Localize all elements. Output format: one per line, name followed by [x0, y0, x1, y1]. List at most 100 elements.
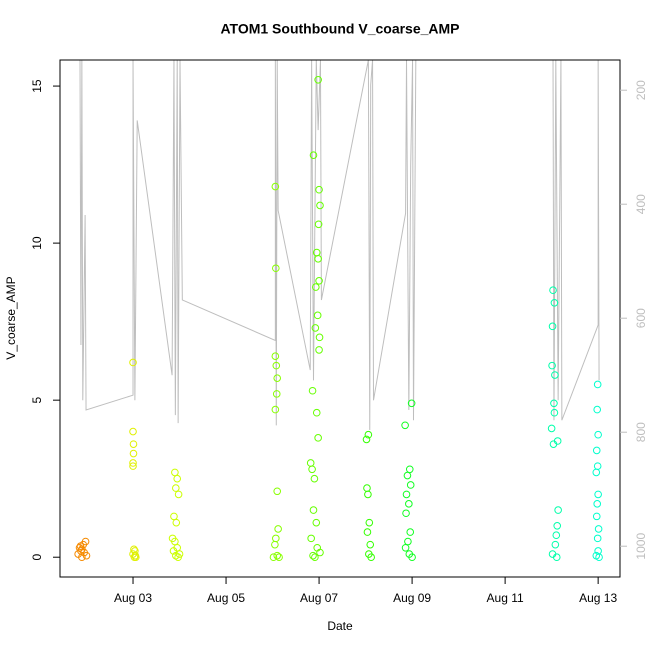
point: [271, 352, 280, 360]
point: [594, 525, 603, 533]
point: [174, 490, 183, 499]
point: [406, 528, 415, 536]
y-tick-label: 0: [30, 554, 44, 561]
point: [82, 551, 91, 560]
point: [311, 324, 320, 332]
point: [309, 151, 318, 159]
x-tick-label: Aug 09: [393, 591, 431, 605]
point: [174, 553, 182, 562]
point: [365, 518, 374, 527]
point: [81, 537, 90, 546]
point: [407, 399, 416, 408]
point: [548, 361, 556, 370]
point: [313, 311, 322, 320]
y2-tick-label: 800: [634, 422, 648, 442]
y2-tick-label: 400: [634, 194, 648, 214]
point: [78, 553, 86, 562]
point: [275, 553, 283, 562]
point: [273, 487, 282, 496]
point: [401, 421, 409, 430]
point: [173, 474, 182, 483]
point: [312, 283, 320, 291]
point: [592, 446, 601, 455]
point: [172, 551, 180, 560]
point: [129, 358, 137, 367]
point: [315, 277, 323, 285]
point: [554, 506, 562, 514]
point: [315, 333, 324, 342]
point: [405, 500, 413, 508]
point: [592, 468, 601, 477]
point: [314, 434, 322, 442]
y-tick-label: 10: [30, 236, 44, 250]
point: [274, 525, 282, 533]
point: [78, 545, 86, 554]
point: [594, 430, 602, 439]
y-tick-label: 5: [30, 397, 44, 404]
y2-tick-label: 1000: [634, 533, 648, 560]
x-tick-label: Aug 03: [114, 591, 152, 605]
point: [312, 518, 321, 527]
point: [363, 528, 372, 536]
point: [401, 543, 410, 552]
point: [272, 264, 280, 273]
y-tick-label: 15: [30, 79, 44, 93]
point: [312, 408, 321, 417]
point: [552, 553, 561, 562]
point: [314, 75, 322, 84]
point: [169, 547, 178, 555]
point: [272, 361, 281, 370]
point: [547, 424, 556, 433]
point: [316, 201, 324, 210]
point: [308, 465, 316, 474]
point: [595, 553, 603, 562]
point: [402, 509, 410, 518]
point: [364, 430, 373, 439]
point: [307, 534, 315, 543]
point: [592, 512, 601, 521]
point: [316, 548, 324, 557]
point: [552, 531, 561, 540]
point: [362, 435, 371, 444]
point: [593, 500, 602, 508]
x-tick-label: Aug 11: [487, 591, 524, 605]
x-axis-label: Date: [327, 619, 353, 633]
point: [549, 286, 557, 295]
point: [311, 553, 319, 562]
point: [172, 484, 180, 492]
chart-title: ATOM1 Southbound V_coarse_AMP: [220, 21, 459, 37]
point: [271, 405, 280, 414]
point: [551, 371, 559, 379]
point: [172, 518, 181, 527]
point: [594, 490, 602, 499]
point: [550, 399, 558, 408]
point: [309, 551, 317, 560]
point: [129, 462, 137, 470]
point: [548, 322, 557, 331]
point: [406, 481, 415, 489]
y2-tick-label: 600: [634, 308, 648, 328]
x-tick-label: Aug 05: [207, 591, 245, 605]
point: [132, 553, 140, 562]
point: [272, 390, 281, 398]
point: [367, 553, 375, 562]
point: [593, 380, 602, 389]
point: [364, 490, 372, 499]
point: [271, 540, 279, 549]
point: [550, 408, 559, 417]
point: [129, 427, 137, 436]
point: [553, 522, 562, 530]
point: [273, 551, 282, 560]
point: [273, 374, 282, 382]
point: [408, 553, 416, 562]
point: [315, 346, 323, 354]
point: [269, 553, 278, 562]
point: [366, 540, 375, 549]
point: [315, 185, 323, 194]
y-axis-label: V_coarse_AMP: [4, 276, 18, 359]
point: [129, 459, 137, 467]
point: [403, 471, 412, 480]
point: [308, 386, 317, 395]
